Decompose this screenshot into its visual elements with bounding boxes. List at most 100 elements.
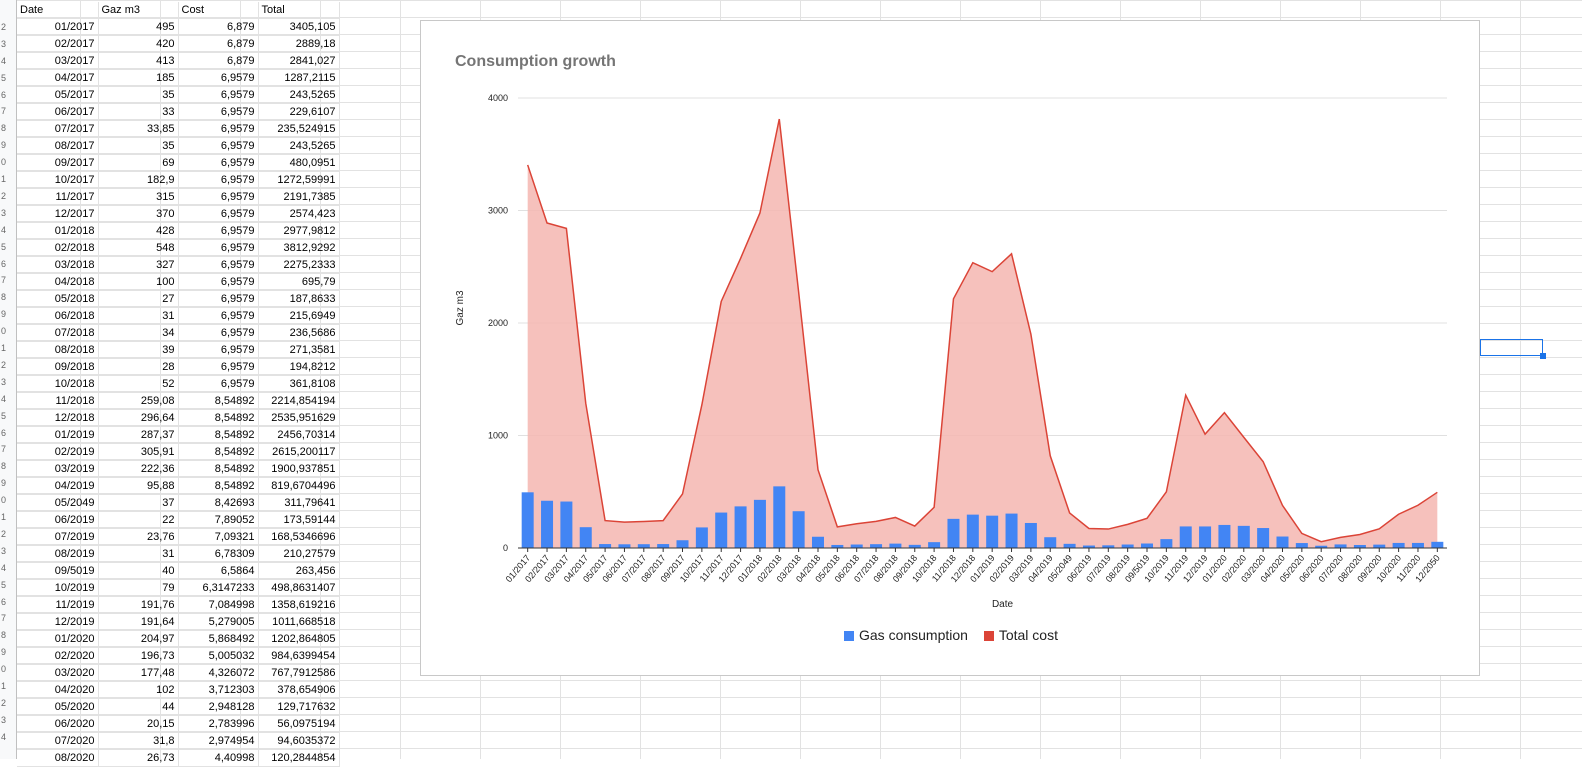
cell-cost[interactable]: 6,9579 bbox=[178, 205, 259, 223]
cell-total[interactable]: 819,6704496 bbox=[258, 477, 340, 495]
row-number[interactable]: 3 bbox=[1, 714, 7, 725]
cell-date[interactable]: 08/2019 bbox=[17, 545, 99, 563]
cell-date[interactable]: 04/2020 bbox=[17, 681, 99, 699]
cell-date[interactable]: 11/2018 bbox=[17, 392, 99, 410]
row-number[interactable]: 9 bbox=[1, 309, 7, 320]
row-number[interactable]: 4 bbox=[1, 393, 7, 404]
cell-date[interactable]: 03/2019 bbox=[17, 460, 99, 478]
cell-cost[interactable]: 8,54892 bbox=[178, 460, 259, 478]
cell-total[interactable]: 1011,668518 bbox=[258, 613, 340, 631]
cell-total[interactable]: 129,717632 bbox=[258, 698, 340, 716]
cell-total[interactable]: 2574,423 bbox=[258, 205, 340, 223]
cell-gaz[interactable]: 100 bbox=[98, 273, 179, 291]
cell-gaz[interactable]: 40 bbox=[98, 562, 179, 580]
cell-cost[interactable]: 6,9579 bbox=[178, 171, 259, 189]
cell-total[interactable]: 236,5686 bbox=[258, 324, 340, 342]
cell-gaz[interactable]: 222,36 bbox=[98, 460, 179, 478]
cell-cost[interactable]: 6,9579 bbox=[178, 358, 259, 376]
cell-date[interactable]: 03/2020 bbox=[17, 664, 99, 682]
row-number[interactable] bbox=[0, 2, 16, 19]
cell-date[interactable]: 07/2017 bbox=[17, 120, 99, 138]
cell-gaz[interactable]: 69 bbox=[98, 154, 179, 172]
cell-cost[interactable]: 8,54892 bbox=[178, 443, 259, 461]
row-number[interactable]: 1 bbox=[1, 343, 7, 353]
cell-cost[interactable]: 6,9579 bbox=[178, 120, 259, 138]
cell-total[interactable]: 1287,2115 bbox=[258, 69, 340, 87]
cell-total[interactable]: 2615,200117 bbox=[258, 443, 340, 461]
cell-total[interactable]: 1202,864805 bbox=[258, 630, 340, 648]
cell-date[interactable]: 03/2018 bbox=[17, 256, 99, 274]
cell-total[interactable]: 187,8633 bbox=[258, 290, 340, 308]
cell-gaz[interactable]: 204,97 bbox=[98, 630, 179, 648]
row-number[interactable]: 1 bbox=[1, 174, 7, 184]
row-number[interactable]: 3 bbox=[1, 376, 7, 387]
cell-gaz[interactable]: 182,9 bbox=[98, 171, 179, 189]
cell-total[interactable]: 168,5346696 bbox=[258, 528, 340, 546]
row-number[interactable]: 1 bbox=[1, 681, 7, 691]
row-number[interactable]: 8 bbox=[1, 461, 7, 472]
cell-date[interactable]: 08/2018 bbox=[17, 341, 99, 359]
cell-cost[interactable]: 6,3147233 bbox=[178, 579, 259, 597]
cell-date[interactable]: 09/5019 bbox=[17, 562, 99, 580]
cell-gaz[interactable]: 196,73 bbox=[98, 647, 179, 665]
cell-cost[interactable]: 6,9579 bbox=[178, 324, 259, 342]
row-number[interactable]: 0 bbox=[1, 495, 7, 506]
cell-gaz[interactable]: 548 bbox=[98, 239, 179, 257]
cell-total[interactable]: 2535,951629 bbox=[258, 409, 340, 427]
cell-cost[interactable]: 7,89052 bbox=[178, 511, 259, 529]
header-cell-total[interactable]: Total bbox=[258, 2, 340, 19]
row-number[interactable]: 4 bbox=[1, 562, 7, 573]
cell-cost[interactable]: 6,9579 bbox=[178, 86, 259, 104]
cell-cost[interactable]: 6,9579 bbox=[178, 307, 259, 325]
cell-gaz[interactable]: 191,76 bbox=[98, 596, 179, 614]
row-number[interactable]: 0 bbox=[1, 326, 7, 337]
cell-gaz[interactable]: 95,88 bbox=[98, 477, 179, 495]
cell-gaz[interactable]: 259,08 bbox=[98, 392, 179, 410]
cell-date[interactable]: 02/2020 bbox=[17, 647, 99, 665]
cell-cost[interactable]: 6,9579 bbox=[178, 375, 259, 393]
row-number[interactable]: 5 bbox=[1, 410, 7, 421]
cell-date[interactable]: 05/2049 bbox=[17, 494, 99, 512]
cell-cost[interactable]: 6,9579 bbox=[178, 256, 259, 274]
cell-total[interactable]: 120,2844854 bbox=[258, 749, 340, 767]
row-number[interactable]: 9 bbox=[1, 140, 7, 151]
cell-gaz[interactable]: 191,64 bbox=[98, 613, 179, 631]
cell-date[interactable]: 07/2018 bbox=[17, 324, 99, 342]
cell-cost[interactable]: 6,9579 bbox=[178, 137, 259, 155]
cell-total[interactable]: 1272,59991 bbox=[258, 171, 340, 189]
cell-cost[interactable]: 4,326072 bbox=[178, 664, 259, 682]
cell-gaz[interactable]: 33 bbox=[98, 103, 179, 121]
row-number[interactable]: 2 bbox=[1, 697, 7, 708]
cell-date[interactable]: 02/2018 bbox=[17, 239, 99, 257]
cell-gaz[interactable]: 39 bbox=[98, 341, 179, 359]
cell-gaz[interactable]: 102 bbox=[98, 681, 179, 699]
cell-date[interactable]: 10/2017 bbox=[17, 171, 99, 189]
cell-total[interactable]: 271,3581 bbox=[258, 341, 340, 359]
row-number[interactable]: 7 bbox=[1, 444, 7, 455]
cell-gaz[interactable]: 495 bbox=[98, 18, 179, 36]
cell-date[interactable]: 01/2020 bbox=[17, 630, 99, 648]
cell-date[interactable]: 08/2017 bbox=[17, 137, 99, 155]
cell-gaz[interactable]: 296,64 bbox=[98, 409, 179, 427]
cell-total[interactable]: 94,6035372 bbox=[258, 732, 340, 750]
consumption-chart[interactable]: Consumption growth 0 1000 2000 3000 4000 01/2… bbox=[420, 20, 1480, 676]
cell-date[interactable]: 05/2017 bbox=[17, 86, 99, 104]
cell-total[interactable]: 194,8212 bbox=[258, 358, 340, 376]
cell-cost[interactable]: 8,54892 bbox=[178, 409, 259, 427]
cell-date[interactable]: 03/2017 bbox=[17, 52, 99, 70]
row-number[interactable]: 5 bbox=[1, 72, 7, 83]
row-number[interactable]: 0 bbox=[1, 157, 7, 168]
cell-total[interactable]: 263,456 bbox=[258, 562, 340, 580]
cell-total[interactable]: 2456,70314 bbox=[258, 426, 340, 444]
cell-total[interactable]: 56,0975194 bbox=[258, 715, 340, 733]
cell-total[interactable]: 3812,9292 bbox=[258, 239, 340, 257]
row-number[interactable]: 3 bbox=[1, 545, 7, 556]
cell-cost[interactable]: 6,9579 bbox=[178, 69, 259, 87]
cell-cost[interactable]: 6,78309 bbox=[178, 545, 259, 563]
cell-total[interactable]: 235,524915 bbox=[258, 120, 340, 138]
fill-handle[interactable] bbox=[1540, 353, 1546, 359]
cell-total[interactable]: 984,6399454 bbox=[258, 647, 340, 665]
cell-cost[interactable]: 6,9579 bbox=[178, 273, 259, 291]
cell-gaz[interactable]: 27 bbox=[98, 290, 179, 308]
row-number[interactable]: 8 bbox=[1, 123, 7, 134]
